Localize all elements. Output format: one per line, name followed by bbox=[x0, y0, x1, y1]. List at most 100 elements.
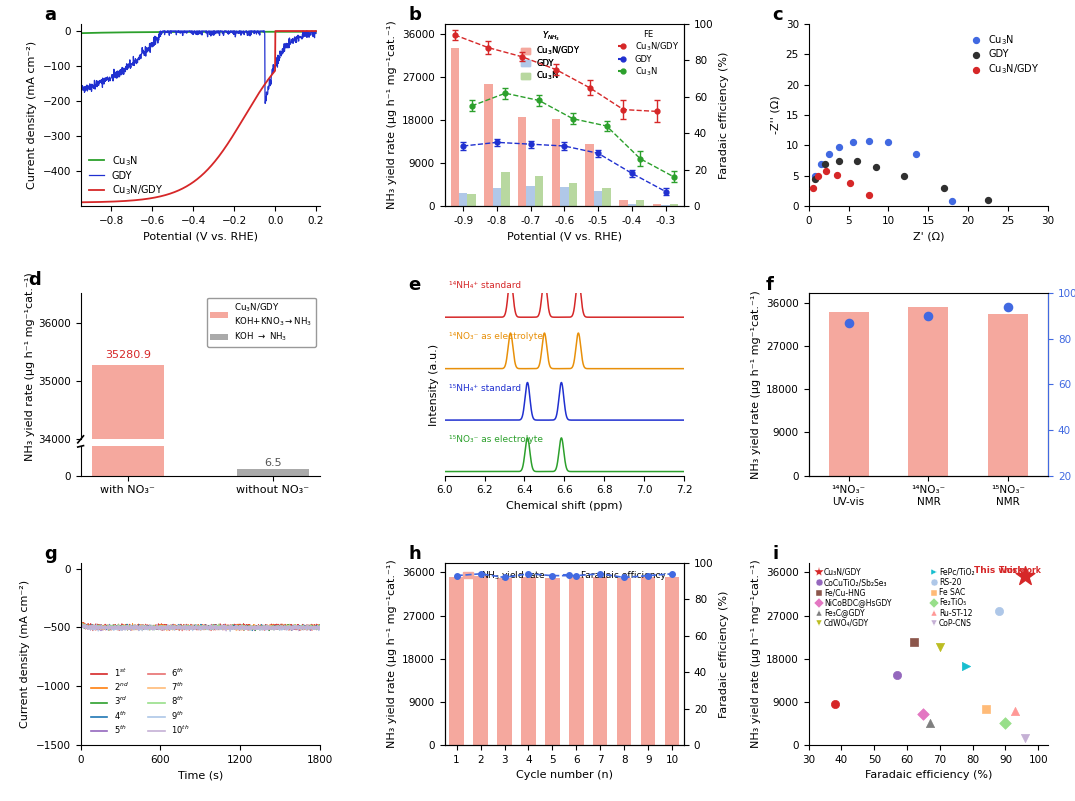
1$^{st}$ bbox=[238, 622, 250, 632]
1$^{st}$ bbox=[88, 621, 101, 630]
Text: d: d bbox=[28, 271, 41, 288]
6$^{th}$ bbox=[88, 623, 101, 633]
Text: 6.5: 6.5 bbox=[264, 457, 282, 468]
GDY bbox=[259, 99, 272, 108]
Point bbox=[997, 717, 1014, 730]
Line: 4$^{th}$: 4$^{th}$ bbox=[81, 622, 320, 630]
4$^{th}$ bbox=[126, 622, 139, 632]
7$^{th}$ bbox=[160, 626, 173, 636]
Cu$_3$N bbox=[860, 134, 877, 147]
Cu$_3$N/GDY bbox=[828, 168, 845, 181]
GDY bbox=[211, 28, 224, 38]
6$^{th}$ bbox=[163, 623, 176, 633]
Cu$_3$N bbox=[844, 136, 861, 149]
8$^{th}$ bbox=[314, 622, 327, 632]
Text: f: f bbox=[765, 276, 773, 294]
4$^{th}$ bbox=[88, 622, 101, 631]
Y-axis label: NH₃ yield rate (μg h⁻¹ mg⁻¹cat.⁻¹): NH₃ yield rate (μg h⁻¹ mg⁻¹cat.⁻¹) bbox=[387, 560, 397, 748]
3$^{rd}$ bbox=[238, 622, 250, 632]
GDY bbox=[895, 169, 913, 182]
Cu$_3$N/GDY bbox=[818, 164, 835, 177]
Y-axis label: Faradaic efficiency (%): Faradaic efficiency (%) bbox=[719, 590, 729, 718]
Line: Cu$_3$N/GDY: Cu$_3$N/GDY bbox=[81, 31, 316, 203]
Cu$_3$N/GDY bbox=[310, 26, 322, 36]
2$^{nd}$ bbox=[76, 618, 89, 627]
Legend: Cu$_3$N/GDY, GDY, Cu$_3$N: Cu$_3$N/GDY, GDY, Cu$_3$N bbox=[518, 26, 584, 86]
10$^{th}$ bbox=[173, 622, 186, 631]
Bar bbox=[527, 186, 535, 206]
Bar bbox=[535, 176, 543, 206]
6$^{th}$ bbox=[224, 626, 236, 636]
Legend: Cu$_3$N, GDY, Cu$_3$N/GDY: Cu$_3$N, GDY, Cu$_3$N/GDY bbox=[969, 29, 1043, 80]
GDY bbox=[830, 154, 847, 167]
2$^{nd}$ bbox=[74, 620, 87, 630]
Cu$_3$N bbox=[310, 27, 322, 37]
5$^{th}$ bbox=[238, 624, 250, 634]
Text: ¹⁵NH₄⁺ standard: ¹⁵NH₄⁺ standard bbox=[448, 384, 520, 392]
Cu$_3$N/GDY bbox=[842, 176, 859, 189]
3$^{rd}$ bbox=[173, 622, 186, 631]
Bar bbox=[569, 577, 584, 745]
Cu$_3$N bbox=[277, 27, 290, 37]
Y-axis label: Intensity (a.u.): Intensity (a.u.) bbox=[429, 344, 439, 425]
GDY bbox=[935, 182, 952, 195]
Text: a: a bbox=[45, 6, 57, 24]
Text: ¹⁴NO₃⁻ as electrolyte: ¹⁴NO₃⁻ as electrolyte bbox=[448, 332, 543, 341]
Line: 10$^{th}$: 10$^{th}$ bbox=[81, 623, 320, 631]
10$^{th}$ bbox=[219, 626, 232, 636]
Point bbox=[931, 640, 948, 653]
8$^{th}$ bbox=[173, 622, 186, 631]
Point bbox=[915, 707, 932, 720]
Y-axis label: NH₃ yield rate (μg h⁻¹ mg⁻¹cat.⁻¹): NH₃ yield rate (μg h⁻¹ mg⁻¹cat.⁻¹) bbox=[750, 560, 761, 748]
Bar bbox=[586, 144, 593, 206]
Bar bbox=[501, 171, 510, 206]
8$^{th}$ bbox=[164, 622, 177, 631]
9$^{th}$ bbox=[314, 622, 327, 631]
Cu$_3$N bbox=[830, 140, 847, 153]
9$^{th}$ bbox=[88, 622, 101, 631]
Bar bbox=[670, 204, 678, 206]
Cu$_3$N/GDY bbox=[809, 169, 827, 182]
4$^{th}$ bbox=[163, 622, 176, 632]
1$^{st}$ bbox=[314, 622, 327, 632]
3$^{rd}$ bbox=[88, 622, 101, 632]
Text: c: c bbox=[773, 6, 784, 24]
Line: 1$^{st}$: 1$^{st}$ bbox=[81, 622, 320, 630]
2$^{nd}$ bbox=[181, 625, 194, 634]
10$^{th}$ bbox=[163, 624, 176, 634]
8$^{th}$ bbox=[238, 622, 250, 631]
GDY bbox=[868, 160, 885, 173]
X-axis label: Cycle number (n): Cycle number (n) bbox=[516, 771, 613, 780]
8$^{th}$ bbox=[74, 618, 87, 628]
1$^{st}$ bbox=[173, 621, 186, 630]
Y-axis label: Faradaic efficiency (%): Faradaic efficiency (%) bbox=[719, 51, 729, 179]
Point bbox=[921, 717, 938, 730]
Cu$_3$N bbox=[224, 27, 236, 37]
5$^{th}$ bbox=[173, 623, 186, 633]
Bar bbox=[450, 48, 459, 206]
3$^{rd}$ bbox=[262, 626, 275, 635]
5$^{th}$ bbox=[314, 623, 327, 633]
Bar bbox=[628, 204, 636, 206]
3$^{rd}$ bbox=[163, 622, 176, 631]
Text: i: i bbox=[773, 545, 779, 563]
GDY bbox=[277, 46, 290, 55]
7$^{th}$ bbox=[173, 624, 186, 634]
3$^{rd}$ bbox=[75, 618, 88, 628]
Point bbox=[1000, 300, 1017, 313]
Bar bbox=[545, 578, 560, 745]
5$^{th}$ bbox=[95, 626, 108, 635]
Point bbox=[905, 635, 922, 648]
Line: 6$^{th}$: 6$^{th}$ bbox=[81, 624, 320, 631]
Line: 5$^{th}$: 5$^{th}$ bbox=[81, 623, 320, 630]
Bar bbox=[653, 204, 661, 206]
1$^{st}$ bbox=[74, 617, 87, 626]
Legend: Cu$_3$N/GDY
KOH+KNO$_3$$\rightarrow$NH$_3$, KOH $\rightarrow$ NH$_3$: Cu$_3$N/GDY KOH+KNO$_3$$\rightarrow$NH$_… bbox=[206, 298, 316, 347]
Y-axis label: Current density (mA cm⁻²): Current density (mA cm⁻²) bbox=[20, 580, 30, 728]
X-axis label: Faradaic efficiency (%): Faradaic efficiency (%) bbox=[864, 771, 992, 780]
10$^{th}$ bbox=[238, 622, 250, 631]
2$^{nd}$ bbox=[238, 622, 250, 632]
8$^{th}$ bbox=[75, 618, 88, 627]
5$^{th}$ bbox=[75, 618, 88, 628]
Cu$_3$N/GDY bbox=[74, 198, 87, 207]
